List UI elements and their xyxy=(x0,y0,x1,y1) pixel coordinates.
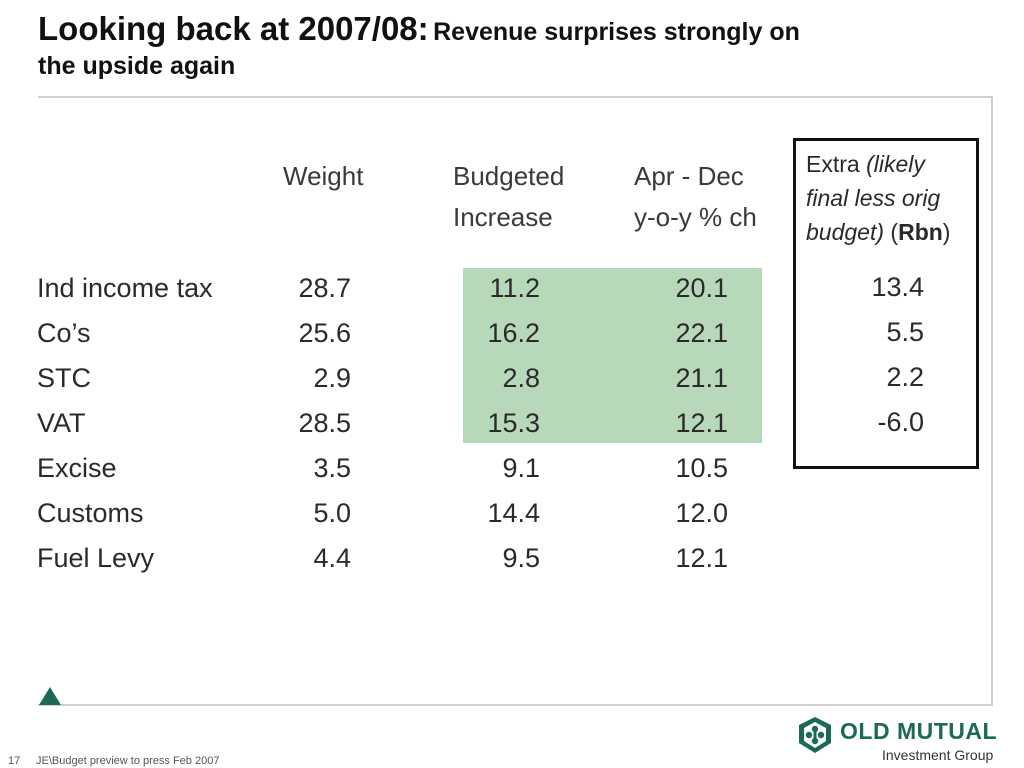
header-aprdec-line2: y-o-y % ch xyxy=(634,202,757,232)
row-aprdec: 12.1 xyxy=(675,543,728,573)
row-aprdec: 22.1 xyxy=(675,318,728,348)
header-aprdec-line1: Apr - Dec xyxy=(634,161,744,191)
footer-text: JE\Budget preview to press Feb 2007 xyxy=(36,755,220,767)
row-label: Co’s xyxy=(37,318,91,348)
extra-value: 13.4 xyxy=(871,272,924,302)
row-budgeted: 9.5 xyxy=(502,543,540,573)
row-budgeted: 14.4 xyxy=(487,498,540,528)
extra-value: 2.2 xyxy=(886,362,924,392)
row-label: STC xyxy=(37,363,91,393)
row-label: Ind income tax xyxy=(37,273,213,303)
extra-label: Extra xyxy=(806,151,860,177)
row-weight: 28.5 xyxy=(298,408,351,438)
header-weight: Weight xyxy=(283,161,364,191)
top-divider xyxy=(38,96,993,98)
row-weight: 25.6 xyxy=(298,318,351,348)
extra-value: -6.0 xyxy=(877,407,924,437)
row-weight: 5.0 xyxy=(313,498,351,528)
logo-subtitle: Investment Group xyxy=(882,747,994,763)
row-aprdec: 21.1 xyxy=(675,363,728,393)
row-weight: 3.5 xyxy=(313,453,351,483)
row-budgeted: 16.2 xyxy=(487,318,540,348)
row-aprdec: 12.1 xyxy=(675,408,728,438)
row-weight: 2.9 xyxy=(313,363,351,393)
extra-italic-3: budget) xyxy=(806,219,885,245)
extra-box-title: Extra (likely final less orig budget) (R… xyxy=(806,147,976,249)
row-aprdec: 12.0 xyxy=(675,498,728,528)
row-budgeted: 9.1 xyxy=(502,453,540,483)
row-weight: 4.4 xyxy=(313,543,351,573)
row-budgeted: 15.3 xyxy=(487,408,540,438)
header-budgeted-line2: Increase xyxy=(453,202,553,232)
extra-value: 5.5 xyxy=(886,317,924,347)
row-weight: 28.7 xyxy=(298,273,351,303)
row-label: VAT xyxy=(37,408,86,438)
row-label: Fuel Levy xyxy=(37,543,155,573)
title-sub-line1: Revenue surprises strongly on xyxy=(433,18,800,46)
title-main: Looking back at 2007/08: xyxy=(38,10,429,47)
title-sub-line2: the upside again xyxy=(38,52,236,81)
bottom-divider xyxy=(38,704,993,706)
right-divider xyxy=(991,96,993,706)
header-budgeted-line1: Budgeted xyxy=(453,161,565,191)
row-budgeted: 11.2 xyxy=(489,273,540,303)
extra-italic-2: final less orig xyxy=(806,185,941,211)
old-mutual-emblem-icon xyxy=(799,717,831,753)
extra-revenue-box: Extra (likely final less orig budget) (R… xyxy=(793,138,979,469)
old-mutual-logo: OLD MUTUAL Investment Group xyxy=(798,716,998,764)
highlight-region xyxy=(463,268,762,443)
extra-paren-open: ( xyxy=(890,219,899,245)
extra-italic-1: (likely xyxy=(866,151,925,177)
row-label: Excise xyxy=(37,453,117,483)
row-aprdec: 10.5 xyxy=(675,453,728,483)
row-label: Customs xyxy=(37,498,144,528)
row-aprdec: 20.1 xyxy=(675,273,728,303)
page-number: 17 xyxy=(8,755,21,767)
triangle-marker-icon xyxy=(39,687,61,705)
logo-name: OLD MUTUAL xyxy=(840,718,998,744)
slide-title: Looking back at 2007/08: Revenue surpris… xyxy=(38,8,998,83)
extra-paren-close: ) xyxy=(942,219,951,245)
extra-unit: Rbn xyxy=(898,219,943,245)
row-budgeted: 2.8 xyxy=(502,363,540,393)
